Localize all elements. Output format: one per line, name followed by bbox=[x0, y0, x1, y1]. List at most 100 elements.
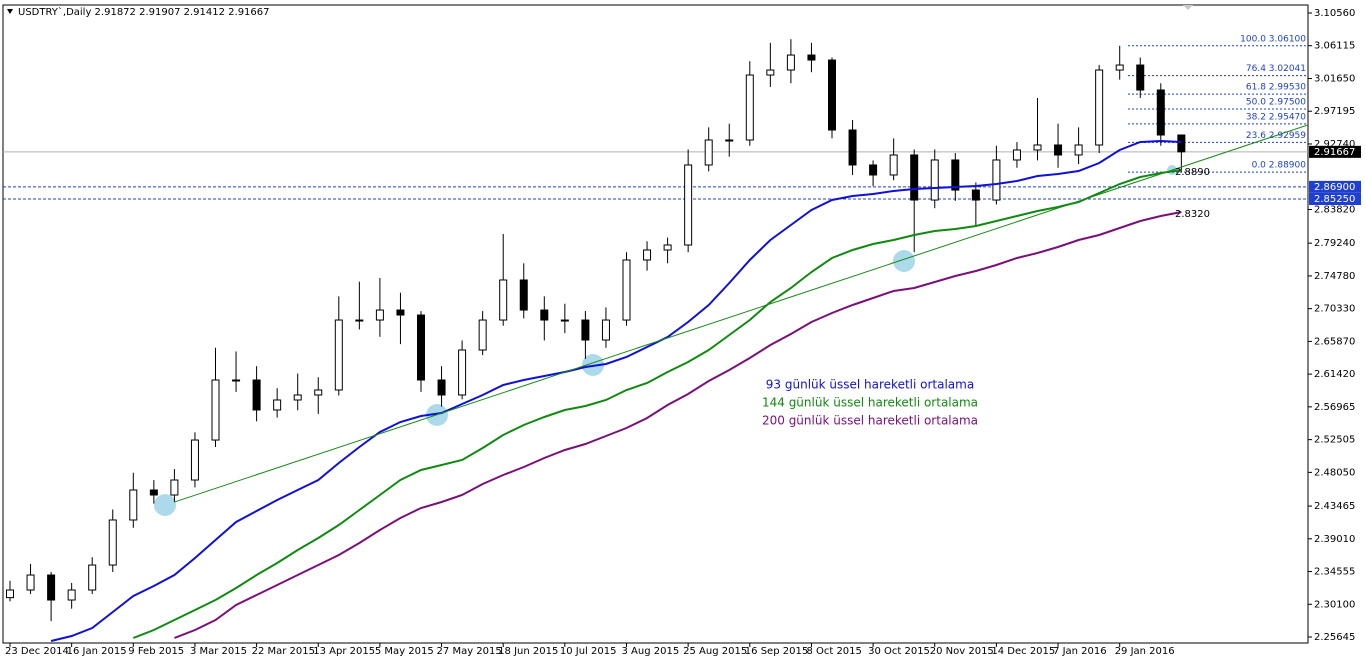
candle-body bbox=[293, 394, 302, 401]
candle-body bbox=[1177, 134, 1186, 153]
x-tick-label: 13 Apr 2015 bbox=[313, 646, 375, 657]
candle-body bbox=[951, 159, 960, 191]
fib-label: 38.2 2.95470 bbox=[1246, 112, 1306, 122]
candle-body bbox=[499, 279, 508, 321]
candle-body bbox=[1136, 64, 1145, 91]
candle-body bbox=[88, 564, 97, 591]
price-box bbox=[1309, 193, 1361, 206]
price-box bbox=[1309, 180, 1361, 193]
candle-body bbox=[560, 319, 569, 322]
candle-body bbox=[334, 319, 343, 391]
trendline bbox=[174, 124, 1309, 503]
candle-body bbox=[971, 189, 980, 201]
highlight-circle bbox=[893, 250, 915, 272]
candle-body bbox=[1156, 89, 1165, 136]
x-tick-label: 3 Mar 2015 bbox=[190, 646, 247, 657]
legend-label: 93 günlük üssel hareketli ortalama bbox=[766, 378, 974, 392]
fib-label: 61.8 2.99530 bbox=[1246, 83, 1306, 93]
candle-body bbox=[458, 349, 467, 396]
candle-body bbox=[745, 74, 754, 141]
candle-body bbox=[725, 139, 734, 142]
highlight-circle bbox=[154, 494, 176, 516]
candle-body bbox=[1054, 144, 1063, 156]
y-tick-label: 2.34555 bbox=[1314, 567, 1355, 578]
candle-body bbox=[930, 159, 939, 201]
x-tick-label: 8 Oct 2015 bbox=[806, 646, 861, 657]
candle-body bbox=[6, 589, 14, 599]
candle-body bbox=[766, 69, 775, 76]
x-tick-label: 30 Oct 2015 bbox=[868, 646, 930, 657]
candles bbox=[6, 39, 1186, 622]
x-tick-label: 7 Jan 2016 bbox=[1053, 646, 1107, 657]
y-tick-label: 2.25645 bbox=[1314, 632, 1355, 643]
candle-body bbox=[828, 59, 836, 131]
y-tick-label: 3.01650 bbox=[1314, 73, 1355, 84]
y-tick-label: 2.48050 bbox=[1314, 467, 1355, 478]
candle-body bbox=[190, 439, 199, 481]
candle-body bbox=[786, 54, 795, 71]
x-tick-label: 9 Feb 2015 bbox=[128, 646, 184, 657]
x-tick-label: 10 Jul 2015 bbox=[560, 646, 617, 657]
price-box bbox=[1309, 145, 1361, 158]
candle-body bbox=[170, 479, 179, 496]
candle-body bbox=[601, 319, 610, 341]
candle-body bbox=[540, 309, 549, 321]
x-tick-label: 5 May 2015 bbox=[375, 646, 434, 657]
candle-body bbox=[149, 489, 158, 496]
candle-body bbox=[47, 574, 56, 601]
candle-body bbox=[129, 489, 138, 521]
y-tick-label: 2.61420 bbox=[1314, 369, 1355, 380]
candle-body bbox=[437, 379, 446, 396]
candle-body bbox=[684, 164, 693, 246]
x-tick-label: 18 Jun 2015 bbox=[498, 646, 558, 657]
y-tick-label: 2.56965 bbox=[1314, 402, 1355, 413]
legend-label: 144 günlük üssel hareketli ortalama bbox=[762, 396, 978, 410]
candle-body bbox=[478, 319, 487, 351]
candle-body bbox=[848, 129, 857, 166]
candle-body bbox=[232, 379, 241, 382]
x-tick-label: 27 May 2015 bbox=[437, 646, 502, 657]
candle-body bbox=[910, 154, 919, 201]
candle-body bbox=[1074, 144, 1083, 156]
header-arrow bbox=[7, 9, 13, 14]
candle-body bbox=[273, 399, 282, 411]
candle-body bbox=[355, 319, 364, 322]
plot-frame bbox=[2, 4, 1309, 644]
candle-body bbox=[1033, 144, 1042, 151]
y-tick-label: 2.43465 bbox=[1314, 501, 1355, 512]
y-tick-label: 2.70330 bbox=[1314, 304, 1355, 315]
header: USDTRY`,Daily 2.91872 2.91907 2.91412 2.… bbox=[18, 6, 270, 18]
candle-body bbox=[1095, 69, 1104, 146]
candle-body bbox=[869, 164, 878, 176]
y-tick-label: 2.30100 bbox=[1314, 599, 1355, 610]
y-tick-label: 2.79240 bbox=[1314, 238, 1355, 249]
last-price-label: 2.91667 bbox=[1314, 147, 1355, 158]
legend-label: 200 günlük üssel hareketli ortalama bbox=[762, 414, 978, 428]
candle-body bbox=[807, 54, 816, 61]
candle-body bbox=[1012, 149, 1021, 161]
candle-body bbox=[581, 319, 590, 341]
y-tick-label: 3.10560 bbox=[1314, 8, 1355, 19]
y-tick-label: 2.52505 bbox=[1314, 435, 1355, 446]
x-tick-label: 16 Jan 2015 bbox=[67, 646, 127, 657]
candle-body bbox=[314, 389, 323, 396]
x-tick-label: 29 Jan 2016 bbox=[1115, 646, 1175, 657]
candle-body bbox=[622, 259, 631, 321]
fib-label: 50.0 2.97500 bbox=[1246, 97, 1306, 107]
candle-body bbox=[375, 309, 384, 321]
fib-label: 100.0 3.06100 bbox=[1240, 34, 1306, 44]
annotation: 2.8890 bbox=[1175, 167, 1210, 178]
y-tick-label: 2.83820 bbox=[1314, 205, 1355, 216]
ma-line bbox=[132, 169, 1182, 639]
fib-label: 76.4 3.02041 bbox=[1246, 64, 1306, 74]
x-tick-label: 25 Aug 2015 bbox=[683, 646, 747, 657]
y-tick-label: 2.74780 bbox=[1314, 271, 1355, 282]
candle-body bbox=[417, 314, 425, 381]
candle-body bbox=[26, 574, 35, 591]
candle-body bbox=[67, 589, 76, 601]
ma-line bbox=[174, 211, 1182, 639]
y-tick-label: 2.39010 bbox=[1314, 534, 1355, 545]
ma-line bbox=[50, 139, 1182, 642]
x-tick-label: 3 Aug 2015 bbox=[622, 646, 680, 657]
